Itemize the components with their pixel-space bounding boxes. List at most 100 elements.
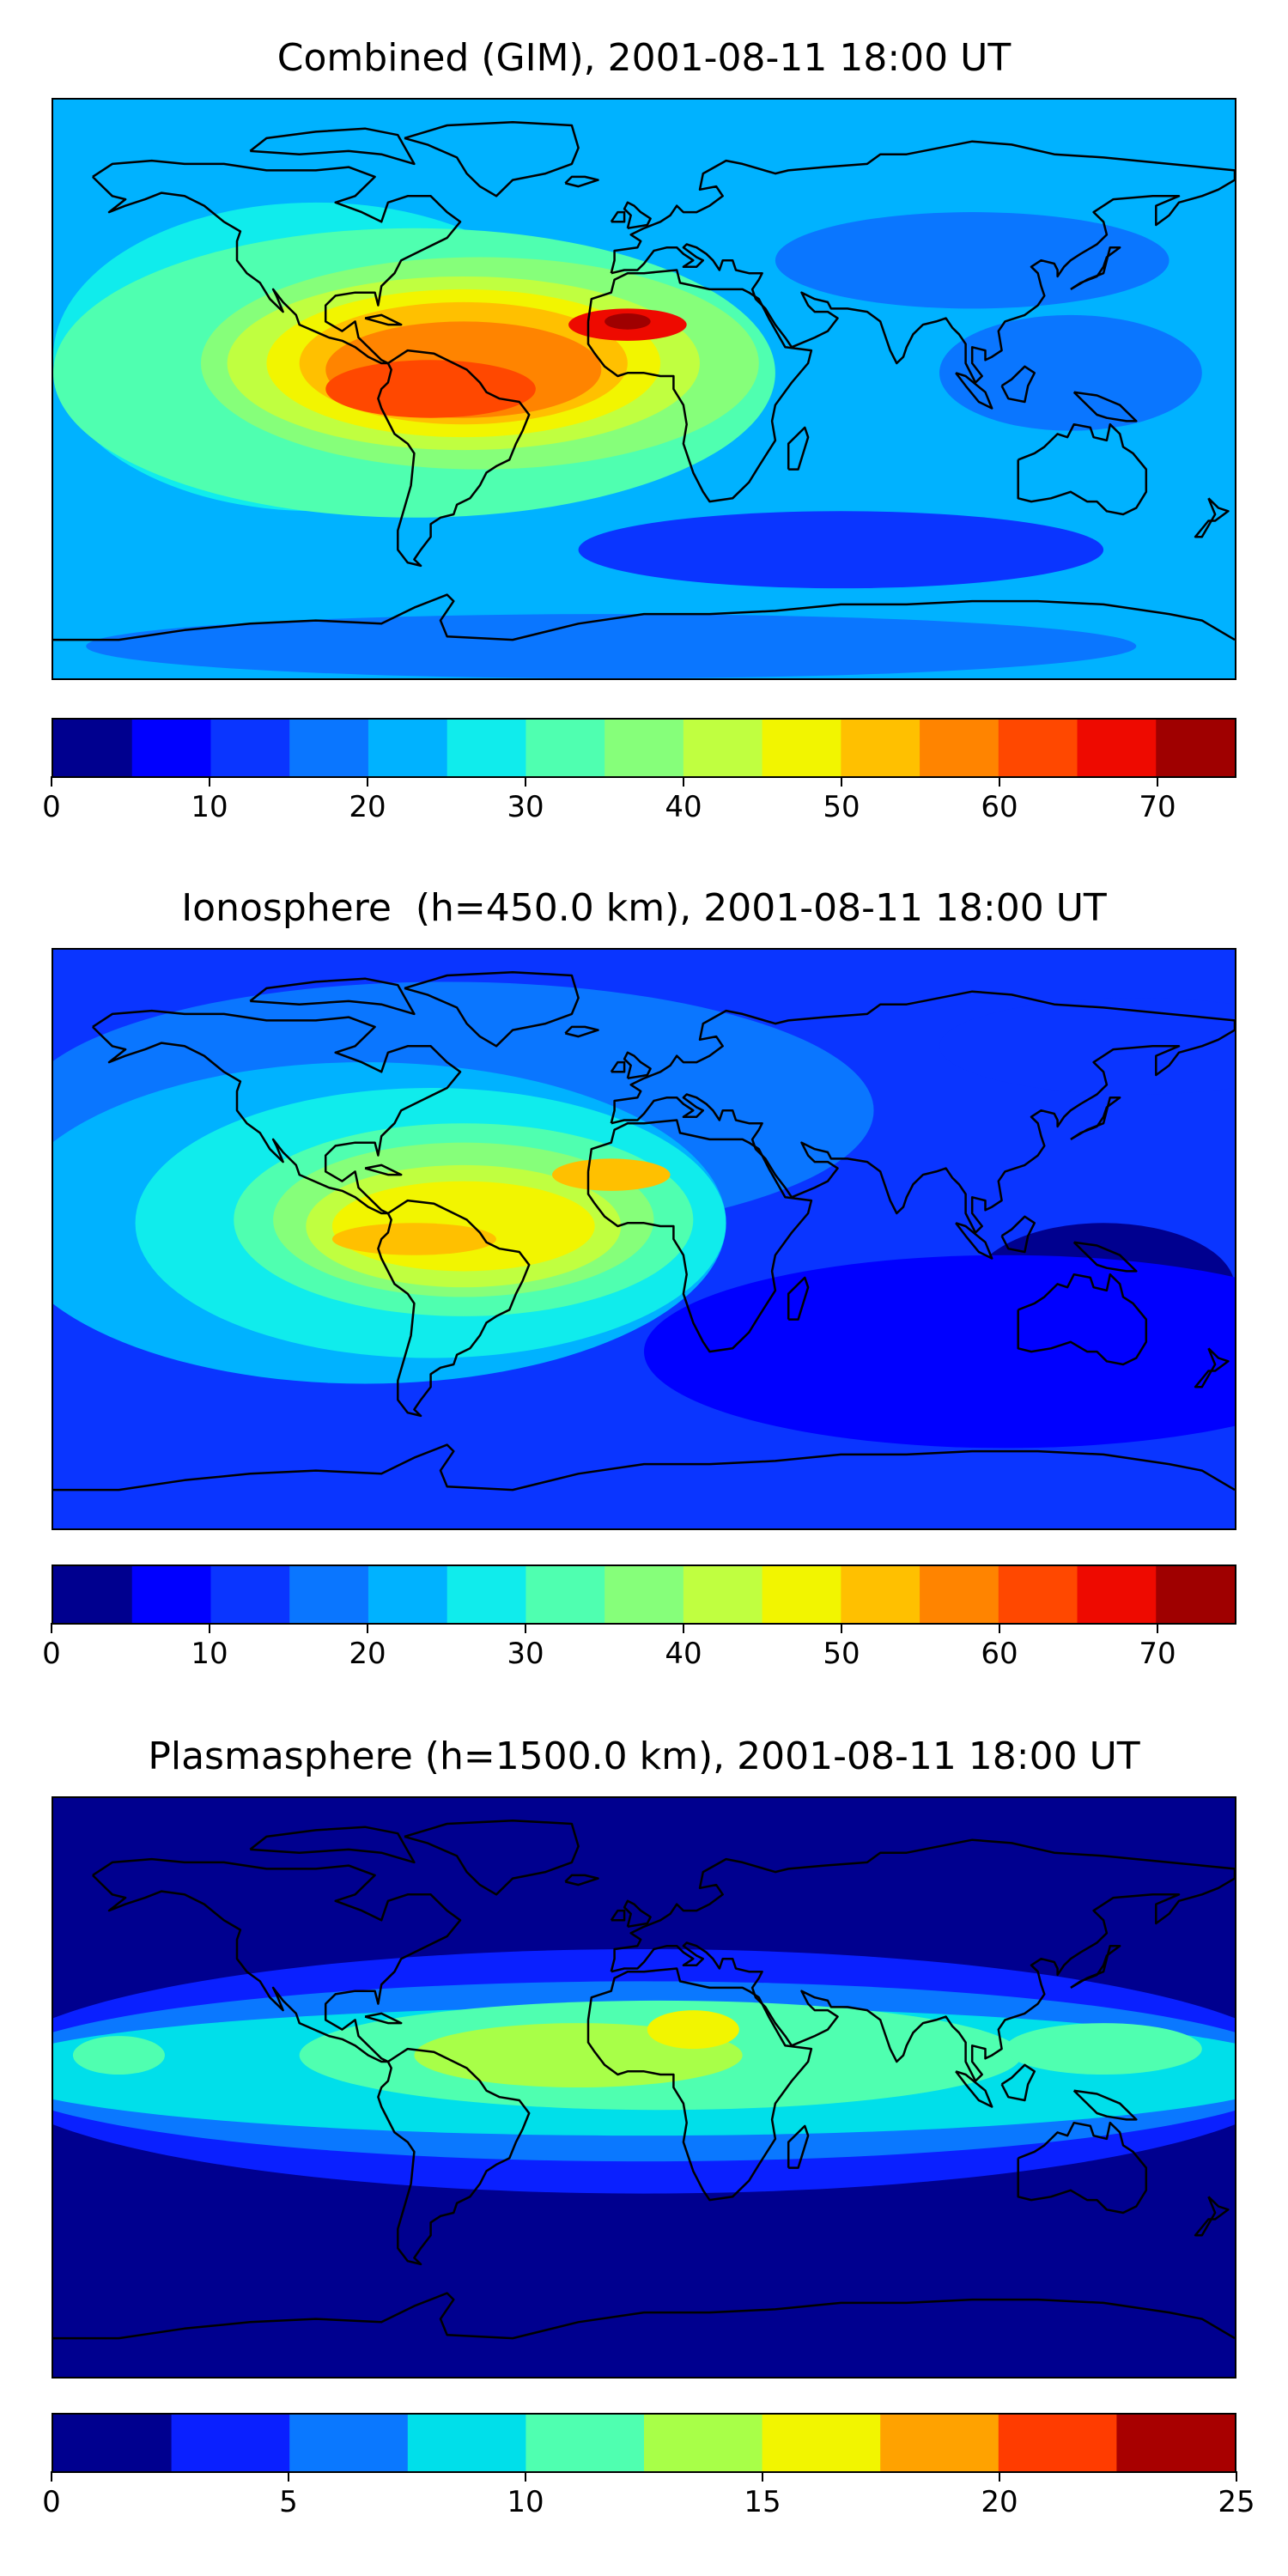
- colorbar-tick: [683, 1623, 684, 1633]
- colorbar-tick-label: 10: [507, 2485, 544, 2519]
- coastline-uk: [623, 1051, 652, 1080]
- contour-region-level-10: [551, 1158, 671, 1191]
- colorbar-tick-label: 5: [279, 2485, 298, 2519]
- coastline-iceland: [564, 1874, 599, 1886]
- colorbar-segment: [605, 720, 684, 776]
- coastline-new-zealand: [1194, 2196, 1230, 2237]
- coastline-borneo: [1000, 2063, 1036, 2102]
- coastline-borneo: [1000, 365, 1036, 404]
- panel-1-colorbar-svg: [53, 720, 1235, 776]
- panel-2-colorbar-svg: [53, 1566, 1235, 1623]
- coastline-africa: [586, 1967, 813, 2202]
- colorbar-segment: [131, 720, 212, 776]
- colorbar-tick: [999, 1623, 1000, 1633]
- coastline-greenland: [404, 970, 580, 1048]
- coastline-new-guinea: [1072, 1241, 1138, 1273]
- colorbar-tick-label: 20: [349, 790, 386, 824]
- colorbar-segment: [1156, 720, 1235, 776]
- colorbar-tick: [525, 1623, 526, 1633]
- colorbar-tick: [1157, 1623, 1158, 1633]
- colorbar-segment: [289, 2415, 409, 2471]
- contour-region-level-4: [72, 2036, 165, 2075]
- colorbar-segment: [368, 720, 448, 776]
- colorbar-tick-label: 70: [1139, 790, 1176, 824]
- coastline-iceland: [564, 175, 599, 188]
- colorbar-segment: [841, 1566, 920, 1623]
- colorbar-segment: [1156, 1566, 1235, 1623]
- panel-3-title: Plasmasphere (h=1500.0 km), 2001-08-11 1…: [148, 1735, 1140, 1778]
- panel-1-colorbar: [52, 718, 1236, 778]
- colorbar-segment: [920, 720, 999, 776]
- panel-2-title: Ionosphere (h=450.0 km), 2001-08-11 18:0…: [181, 886, 1107, 930]
- colorbar-tick-label: 0: [42, 2485, 61, 2519]
- colorbar-segment: [683, 720, 763, 776]
- contour-region-level-12: [325, 360, 536, 418]
- colorbar-tick-label: 60: [981, 1637, 1018, 1671]
- colorbar-tick-label: 40: [665, 1637, 702, 1671]
- colorbar-segment: [1116, 2415, 1235, 2471]
- contour-region-level-1: [644, 1255, 1235, 1449]
- colorbar-tick: [51, 776, 52, 787]
- colorbar-tick-label: 50: [823, 1637, 860, 1671]
- colorbar-segment: [526, 2415, 645, 2471]
- panel-1-map: [52, 98, 1236, 680]
- colorbar-segment: [210, 720, 290, 776]
- coastline-sumatra: [955, 1222, 993, 1260]
- colorbar-segment: [1077, 1566, 1157, 1623]
- colorbar-segment: [289, 1566, 369, 1623]
- coastline-africa: [586, 1119, 813, 1353]
- coastline-japan: [1070, 1096, 1121, 1140]
- coastline-eurasia: [610, 990, 1235, 1234]
- colorbar-segment: [605, 1566, 684, 1623]
- coastline-uk: [623, 201, 652, 230]
- colorbar-tick-label: 0: [42, 790, 61, 824]
- contour-region-level-3: [86, 614, 1137, 678]
- colorbar-segment: [998, 720, 1078, 776]
- coastline-sumatra: [955, 372, 993, 410]
- coastline-africa: [586, 269, 813, 503]
- colorbar-segment: [1077, 720, 1157, 776]
- colorbar-segment: [53, 2415, 173, 2471]
- coastline-canada-islands: [249, 127, 416, 166]
- panel-3-colorbar: [52, 2413, 1236, 2473]
- colorbar-segment: [841, 720, 920, 776]
- coastline-madagascar: [787, 1276, 810, 1321]
- colorbar-tick-label: 25: [1218, 2485, 1255, 2519]
- colorbar-segment: [762, 1566, 841, 1623]
- coastline-cuba: [364, 2012, 403, 2025]
- colorbar-segment: [53, 1566, 133, 1623]
- colorbar-tick-label: 20: [981, 2485, 1018, 2519]
- coastline-ireland: [610, 210, 626, 223]
- coastline-borneo: [1000, 1215, 1036, 1254]
- colorbar-tick: [525, 776, 526, 787]
- coastline-new-zealand: [1194, 497, 1230, 538]
- colorbar-tick-label: 50: [823, 790, 860, 824]
- colorbar-tick-label: 40: [665, 790, 702, 824]
- panel-2-map: [52, 948, 1236, 1530]
- coastline-north-america: [92, 1857, 462, 2063]
- colorbar-tick-label: 30: [507, 790, 544, 824]
- coastline-greenland: [404, 1819, 580, 1896]
- panel-3-contour-svg: [53, 1798, 1235, 2377]
- colorbar-tick-label: 60: [981, 790, 1018, 824]
- colorbar-tick-label: 0: [42, 1637, 61, 1671]
- coastline-australia: [1017, 422, 1148, 516]
- colorbar-tick: [209, 776, 210, 787]
- colorbar-segment: [920, 1566, 999, 1623]
- coastline-new-zealand: [1194, 1347, 1230, 1388]
- colorbar-segment: [171, 2415, 290, 2471]
- coastline-antarctica: [53, 1443, 1235, 1492]
- colorbar-tick-label: 15: [744, 2485, 781, 2519]
- coastline-cuba: [364, 1163, 403, 1176]
- colorbar-tick: [525, 2471, 526, 2482]
- colorbar-tick-label: 30: [507, 1637, 544, 1671]
- colorbar-tick: [209, 1623, 210, 1633]
- colorbar-tick-label: 10: [191, 790, 228, 824]
- coastline-antarctica: [53, 2292, 1235, 2340]
- colorbar-tick: [762, 2471, 763, 2482]
- colorbar-segment: [447, 1566, 526, 1623]
- colorbar-segment: [998, 2415, 1117, 2471]
- colorbar-tick: [683, 776, 684, 787]
- coastline-south-america: [377, 1199, 531, 1418]
- coastline-madagascar: [787, 426, 810, 471]
